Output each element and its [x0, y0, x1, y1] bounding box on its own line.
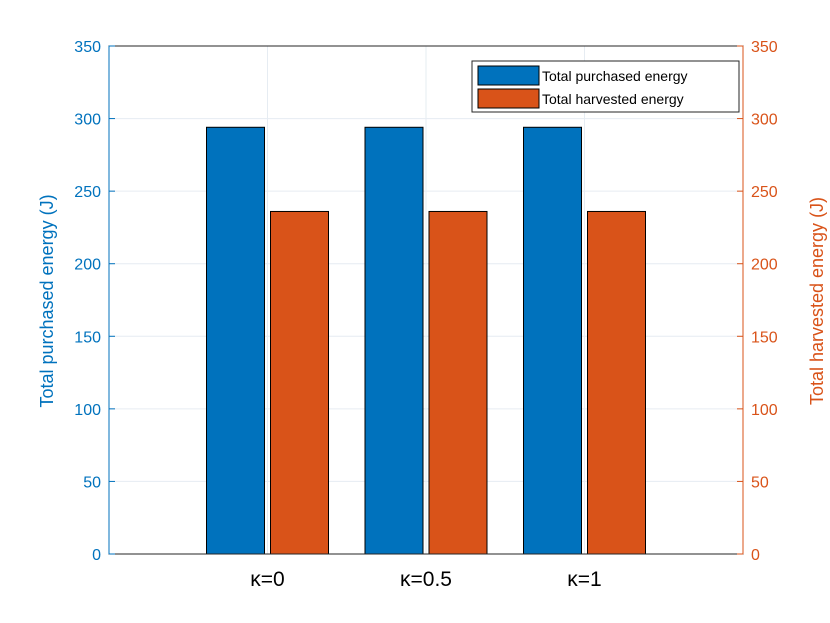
left-axis-label: Total purchased energy (J)	[37, 194, 57, 407]
left-tick-label: 100	[74, 402, 101, 419]
left-tick-label: 350	[74, 39, 101, 56]
bars	[206, 126, 646, 555]
right-axis-ticks: 0 50 100 150 200 250 300 350	[737, 39, 778, 564]
left-axis-ticks: 0 50 100 150 200 250 300 350	[74, 39, 115, 564]
bar-harvested	[270, 210, 329, 555]
legend-swatch-purchased	[477, 65, 540, 86]
right-tick-label: 250	[751, 184, 778, 201]
legend-swatch-harvested	[477, 88, 540, 109]
left-tick-label: 250	[74, 184, 101, 201]
category-label: κ=0	[250, 568, 284, 591]
right-tick-label: 150	[751, 329, 778, 346]
right-tick-label: 300	[751, 112, 778, 129]
left-tick-label: 0	[92, 547, 101, 564]
bar-purchased	[523, 126, 582, 555]
right-tick-label: 200	[751, 257, 778, 274]
bar-harvested	[428, 210, 488, 555]
left-tick-label: 200	[74, 257, 101, 274]
category-labels: κ=0 κ=0.5 κ=1	[250, 568, 601, 591]
category-label: κ=1	[567, 568, 601, 591]
bar-purchased	[206, 126, 265, 555]
bar-purchased	[364, 126, 424, 555]
left-tick-label: 150	[74, 329, 101, 346]
right-tick-label: 0	[751, 547, 760, 564]
right-axis-label: Total harvested energy (J)	[807, 197, 827, 405]
legend: Total purchased energy Total harvested e…	[471, 60, 740, 113]
right-tick-label: 100	[751, 402, 778, 419]
left-tick-label: 300	[74, 112, 101, 129]
bar-harvested	[587, 210, 646, 555]
right-tick-label: 350	[751, 39, 778, 56]
left-tick-label: 50	[83, 474, 101, 491]
legend-label-purchased: Total purchased energy	[542, 68, 688, 84]
legend-label-harvested: Total harvested energy	[542, 91, 684, 107]
right-tick-label: 50	[751, 474, 769, 491]
category-label: κ=0.5	[400, 568, 452, 591]
grid-lines	[109, 45, 743, 555]
